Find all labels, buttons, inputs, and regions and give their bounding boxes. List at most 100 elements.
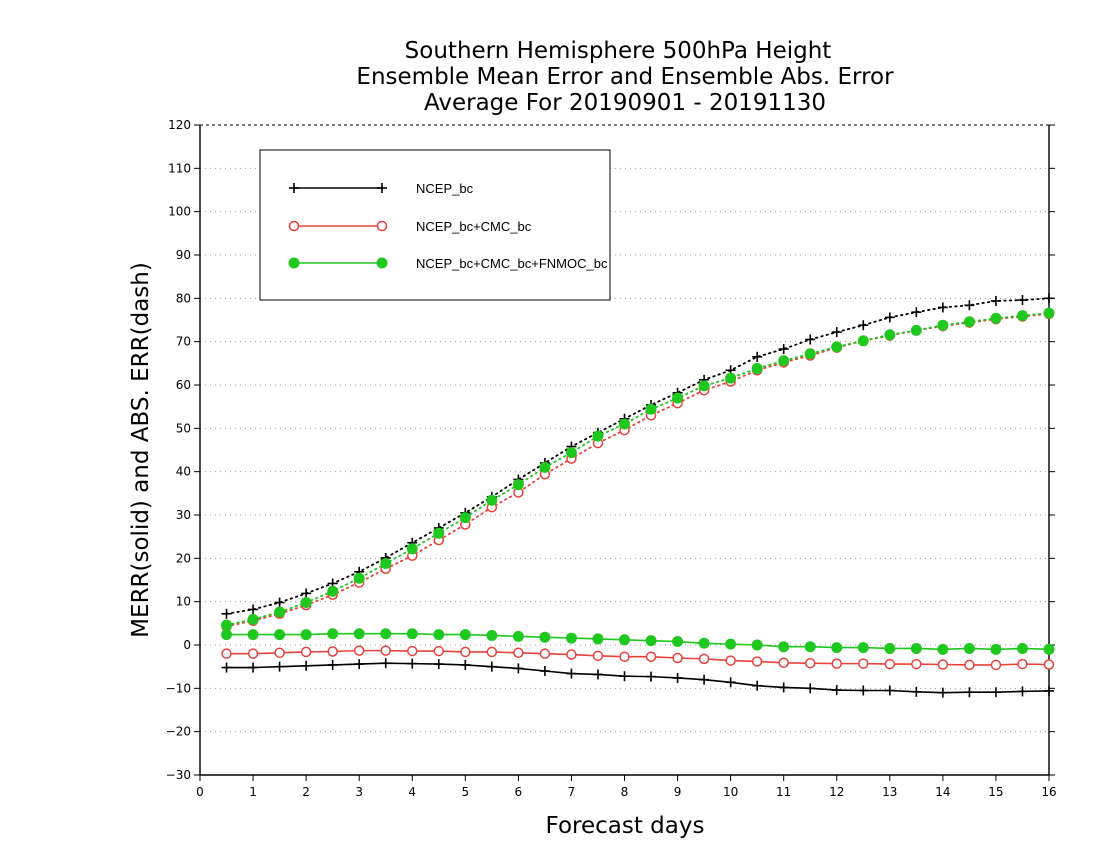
legend-item-0: NCEP_bc (289, 181, 474, 196)
merr-point (221, 629, 233, 641)
merr-point (274, 647, 285, 659)
legend-label: NCEP_bc (416, 181, 474, 196)
y-tick-label: −20 (166, 725, 191, 739)
merr-point (778, 657, 789, 669)
merr-point (248, 662, 259, 673)
merr-point (645, 635, 657, 647)
merr-point (1017, 686, 1028, 697)
abs-err-point (248, 604, 259, 615)
merr-point (937, 659, 949, 670)
merr-point (433, 645, 445, 657)
series-2 (221, 307, 1055, 655)
abs-err-point (884, 329, 896, 341)
abs-err-point (672, 392, 684, 404)
x-tick-label: 0 (196, 785, 204, 799)
abs-err-point (300, 597, 312, 609)
abs-err-point (1016, 310, 1028, 322)
abs-err-point (937, 319, 949, 331)
abs-err-point (274, 597, 285, 608)
abs-err-point (327, 585, 339, 597)
merr-point (619, 634, 630, 646)
merr-point (486, 646, 498, 658)
merr-point (486, 629, 498, 641)
merr-point (1043, 643, 1055, 655)
merr-point (884, 658, 896, 670)
abs-err-point (486, 494, 498, 506)
merr-point (725, 655, 736, 666)
merr-point (778, 641, 790, 653)
merr-point (672, 652, 683, 664)
x-tick-label: 9 (674, 785, 682, 799)
merr-point (672, 636, 684, 648)
y-tick-label: 40 (176, 465, 191, 479)
merr-point (406, 628, 418, 640)
merr-point (990, 643, 1002, 655)
legend-marker (376, 220, 388, 232)
merr-point (619, 671, 630, 682)
merr-point (645, 651, 657, 662)
abs-err-point (433, 527, 445, 539)
abs-err-point (565, 447, 577, 459)
merr-point (884, 642, 896, 654)
merr-point (512, 630, 524, 642)
abs-err-point (964, 300, 975, 311)
title-line-1: Southern Hemisphere 500hPa Height (405, 38, 832, 64)
abs-err-point (751, 363, 763, 375)
merr-point (1017, 658, 1028, 670)
abs-err-point (778, 355, 790, 367)
merr-point (380, 658, 391, 669)
chart-title: Southern Hemisphere 500hPa Height Ensemb… (356, 38, 894, 116)
legend-marker (289, 183, 299, 193)
merr-point (486, 661, 497, 672)
merr-point (407, 645, 418, 657)
abs-err-point (857, 335, 869, 347)
title-line-2: Ensemble Mean Error and Ensemble Abs. Er… (356, 64, 894, 90)
merr-point (804, 641, 816, 653)
merr-point (857, 642, 869, 654)
title-line-3: Average For 20190901 - 20191130 (424, 90, 826, 116)
merr-point (725, 677, 736, 688)
abs-err-point (380, 558, 392, 570)
merr-point (911, 686, 922, 697)
x-tick-label: 2 (302, 785, 310, 799)
x-tick-label: 11 (776, 785, 791, 799)
abs-err-point (645, 403, 657, 415)
merr-point (433, 629, 445, 641)
merr-point (831, 685, 842, 696)
merr-point (592, 669, 603, 680)
merr-point (513, 663, 524, 674)
merr-point (831, 658, 842, 669)
x-axis-label: Forecast days (546, 813, 705, 839)
abs-err-point (884, 312, 895, 323)
merr-point (699, 674, 710, 685)
merr-point (964, 659, 975, 671)
series-0 (221, 293, 1054, 698)
abs-err-point (990, 295, 1001, 306)
merr-point (327, 659, 338, 670)
x-tick-label: 16 (1041, 785, 1056, 799)
merr-point (1044, 685, 1054, 696)
merr-point (990, 687, 1001, 698)
merr-point (301, 660, 312, 671)
merr-point (327, 628, 339, 640)
abs-err-point (963, 316, 975, 328)
merr-point (619, 651, 630, 662)
legend-marker (288, 257, 300, 269)
legend-marker (377, 183, 387, 193)
x-tick-label: 13 (882, 785, 897, 799)
legend-box (259, 149, 611, 301)
merr-point (592, 650, 604, 662)
merr-point (698, 637, 710, 649)
abs-err-point (459, 512, 471, 524)
x-tick-label: 3 (355, 785, 363, 799)
abs-err-point (619, 418, 630, 430)
abs-err-point (406, 543, 418, 555)
merr-point (592, 633, 604, 645)
legend-item-1: NCEP_bc+CMC_bc (288, 219, 532, 234)
legend-marker (288, 220, 300, 232)
merr-point (459, 629, 471, 641)
abs-err-point (911, 307, 922, 318)
merr-point (725, 638, 737, 650)
merr-point (539, 648, 551, 659)
